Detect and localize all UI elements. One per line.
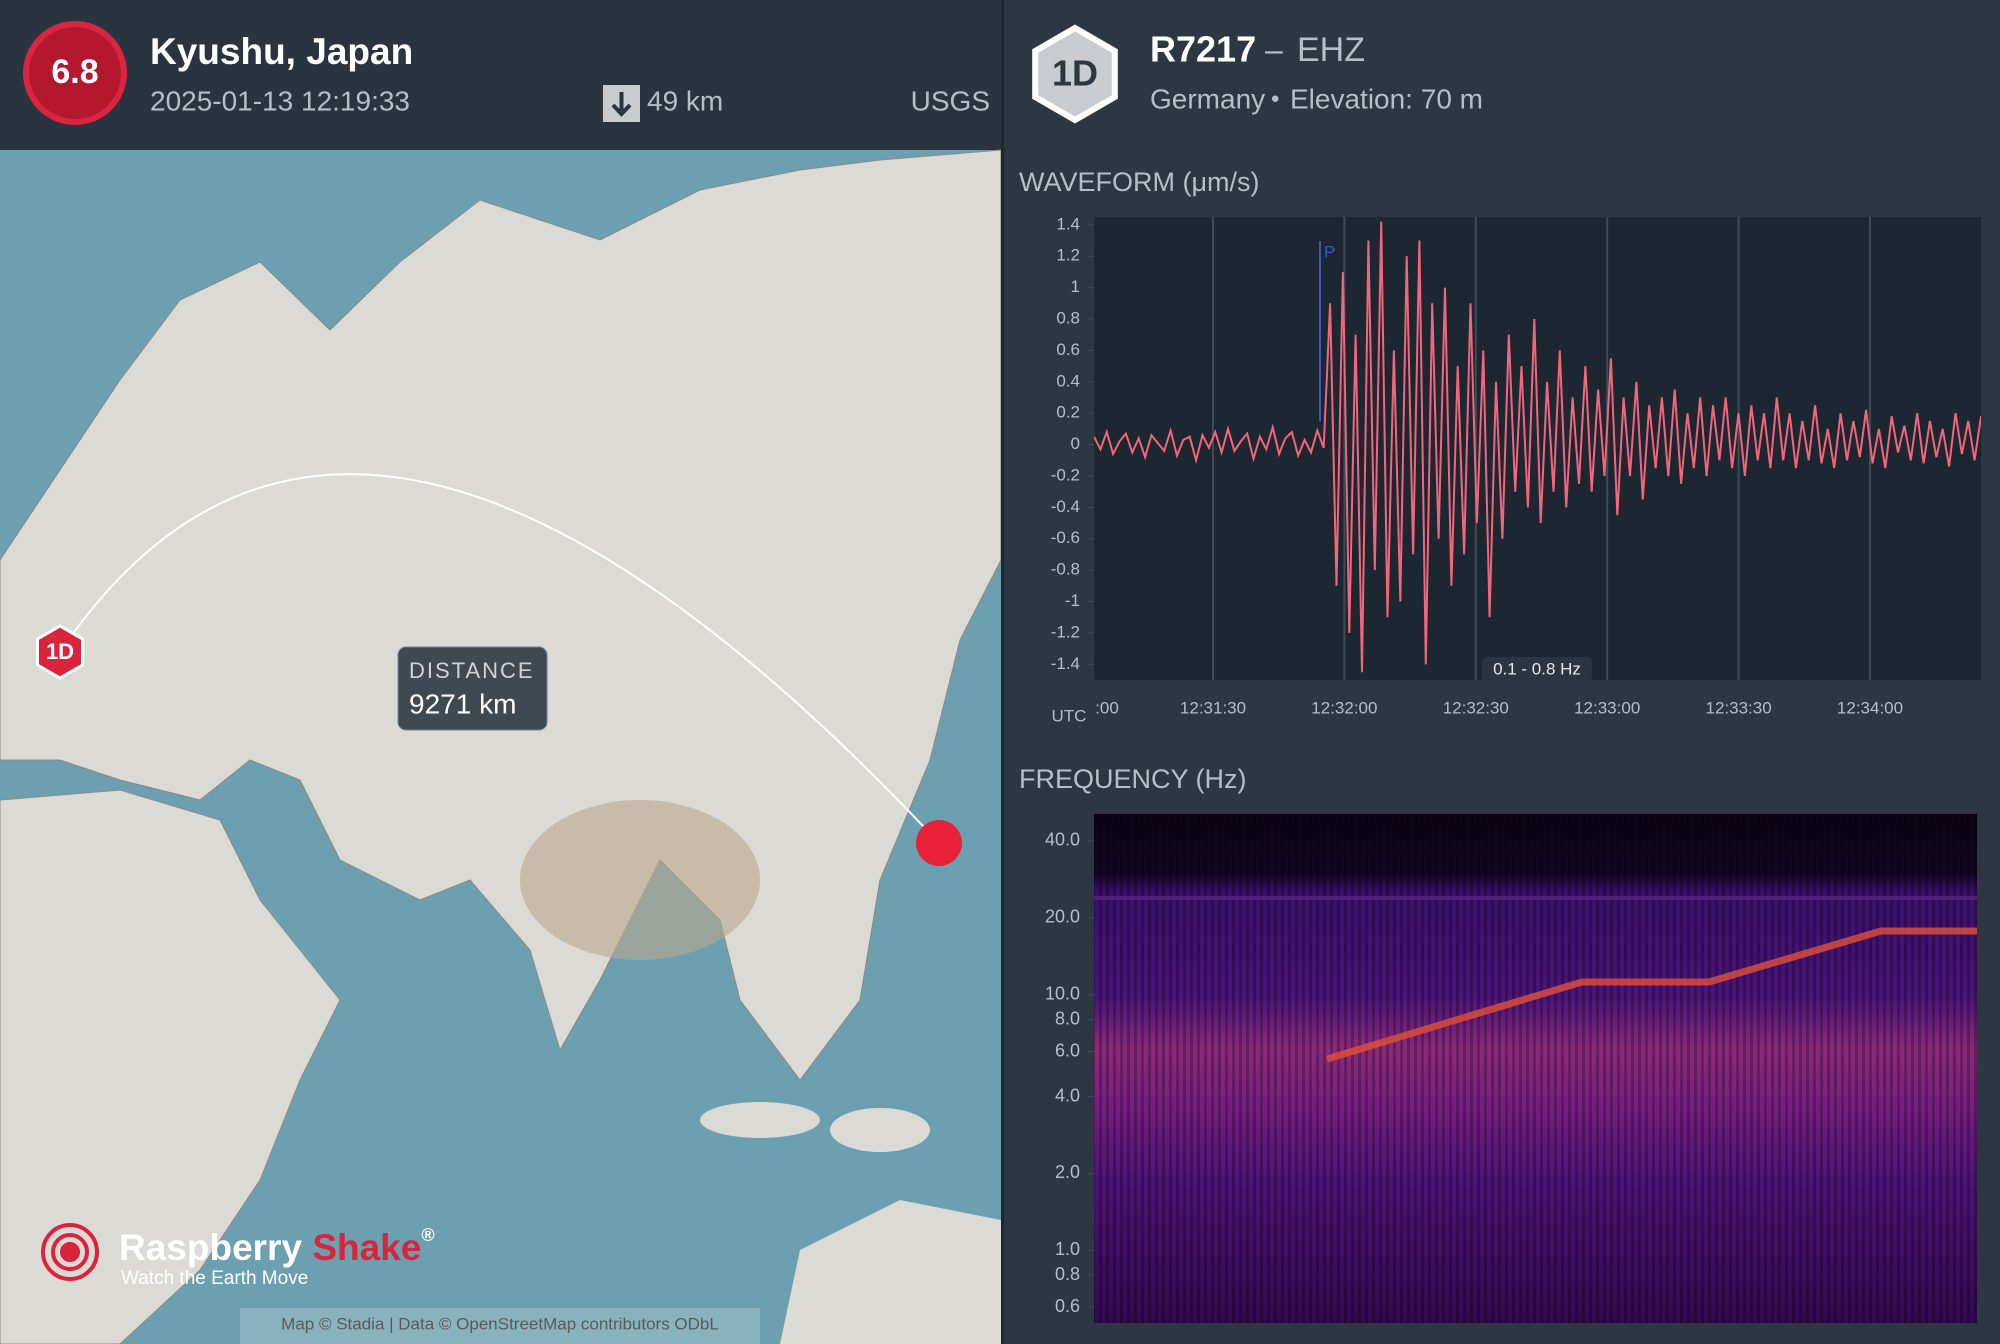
station-marker[interactable] <box>36 624 84 680</box>
land-islands <box>830 1108 930 1152</box>
y-tick-label: 0.6 <box>1056 340 1080 359</box>
distance-box <box>397 646 548 731</box>
distance-title: DISTANCE <box>409 658 535 683</box>
y-tick-label: -1.4 <box>1051 654 1080 673</box>
station-country: Germany <box>1150 83 1265 114</box>
logo-text: Raspberry <box>119 1227 312 1268</box>
y-tick-label: -1.2 <box>1051 622 1080 641</box>
station-id: R7217 <box>1150 29 1256 70</box>
y-tick-label: -0.6 <box>1051 528 1080 547</box>
station-separator: – <box>1265 31 1283 67</box>
y-tick-label: 1.0 <box>1055 1239 1080 1259</box>
x-tick-label: 12:32:30 <box>1443 698 1509 717</box>
y-tick-label: 40.0 <box>1045 830 1080 850</box>
station-bullet: • <box>1271 85 1279 112</box>
logo-accent: Shake <box>312 1227 421 1268</box>
phase-label: P <box>1324 242 1335 261</box>
y-tick-label: -0.2 <box>1051 465 1080 484</box>
land-africa <box>0 789 341 1344</box>
map: 1D DISTANCE 9271 km Raspberry Shake® Wat… <box>0 149 1002 1344</box>
epicenter[interactable] <box>916 820 962 866</box>
distance-arc <box>59 473 940 844</box>
x-tick-label: 12:33:00 <box>1574 698 1640 717</box>
land-islands <box>700 1102 820 1138</box>
land-tibet <box>520 800 760 960</box>
x-tick-label: 12:34:00 <box>1837 698 1903 717</box>
distance-value: 9271 km <box>409 688 516 719</box>
event-source: USGS <box>911 85 990 116</box>
attribution: Map © Stadia | Data © OpenStreetMap cont… <box>281 1314 719 1333</box>
spectrogram-tone <box>1325 927 1977 1063</box>
y-tick-label: -0.4 <box>1051 497 1080 516</box>
station-channel: EHZ <box>1297 31 1365 69</box>
y-tick-label: 1 <box>1071 277 1080 296</box>
y-tick-label: 0.8 <box>1056 309 1080 328</box>
y-tick-label: 1.4 <box>1056 214 1080 233</box>
x-tick-label: :00 <box>1095 698 1119 717</box>
filter-label: 0.1 - 0.8 Hz <box>1493 659 1581 678</box>
station-badge <box>1032 24 1118 124</box>
event-header <box>0 0 1001 150</box>
y-tick-label: 4.0 <box>1055 1085 1080 1105</box>
filter-badge <box>1482 657 1592 682</box>
station-elevation: Elevation: 70 m <box>1290 83 1483 114</box>
x-tick-label: 12:31:30 <box>1180 698 1246 717</box>
x-tick-label: 12:32:00 <box>1311 698 1377 717</box>
spectrogram-title: FREQUENCY (Hz) <box>1019 764 1247 794</box>
event-depth: 49 km <box>647 85 723 116</box>
spectrogram-band <box>1094 896 1977 900</box>
y-tick-label: -0.8 <box>1051 560 1080 579</box>
y-tick-label: 8.0 <box>1055 1008 1080 1028</box>
y-tick-label: 2.0 <box>1055 1162 1080 1182</box>
waveform-line <box>1094 221 1981 673</box>
y-tick-label: 10.0 <box>1045 984 1080 1004</box>
y-tick-label: 6.0 <box>1055 1040 1080 1060</box>
event-location: Kyushu, Japan <box>150 31 413 72</box>
spectrogram-texture <box>1094 814 1977 1323</box>
y-tick-label: 0.2 <box>1056 403 1080 422</box>
attribution-bar <box>240 1308 760 1344</box>
logo-icon <box>41 1223 99 1281</box>
land-australia <box>780 1200 1001 1344</box>
logo-tagline: Watch the Earth Move <box>121 1268 308 1289</box>
y-tick-label: 1.2 <box>1056 246 1080 265</box>
event-time: 2025-01-13 12:19:33 <box>150 85 410 116</box>
y-tick-label: -1 <box>1065 591 1080 610</box>
divider <box>1001 0 1004 1344</box>
station-marker-label: 1D <box>46 639 74 664</box>
station-badge-label: 1D <box>1052 53 1098 94</box>
y-tick-label: 20.0 <box>1045 907 1080 927</box>
logo: Raspberry Shake® <box>119 1225 435 1268</box>
waveform-title: WAVEFORM (μm/s) <box>1019 167 1260 197</box>
y-tick-label: 0.6 <box>1055 1296 1080 1316</box>
land-eurasia <box>0 149 1002 1081</box>
depth-arrow <box>611 92 632 117</box>
logo-mark: ® <box>421 1225 434 1245</box>
x-tick-label: 12:33:30 <box>1706 698 1772 717</box>
spectrogram <box>1094 814 1977 1323</box>
magnitude-badge <box>23 21 127 125</box>
y-tick-label: 0.8 <box>1055 1264 1080 1284</box>
magnitude: 6.8 <box>51 53 98 91</box>
y-tick-label: 0.4 <box>1056 371 1080 390</box>
time-zone: UTC <box>1052 706 1087 725</box>
y-tick-label: 0 <box>1071 434 1080 453</box>
